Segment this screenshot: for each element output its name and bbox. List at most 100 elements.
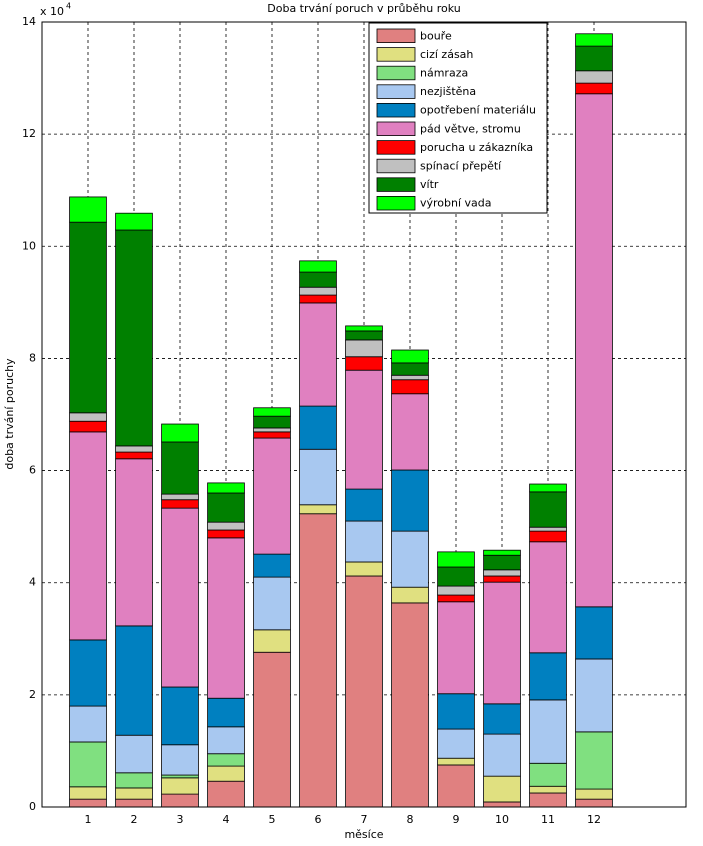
- bar-segment: [345, 561, 383, 577]
- bar-segment: [437, 566, 475, 587]
- y-tick-label: 4: [29, 576, 36, 589]
- bar-segment: [437, 764, 475, 808]
- bar-segment: [391, 362, 429, 376]
- bar-segment: [161, 493, 199, 501]
- y-tick-label: 10: [22, 239, 36, 252]
- bar-segment: [391, 374, 429, 381]
- legend-swatch: [376, 47, 416, 62]
- bar-segment: [391, 530, 429, 588]
- bar-segment: [437, 728, 475, 759]
- legend-swatch: [376, 140, 416, 155]
- legend-label: vítr: [420, 178, 439, 191]
- x-tick-label: 10: [495, 813, 509, 826]
- bar-segment: [115, 734, 153, 774]
- bar-segment: [529, 699, 567, 764]
- bar-segment: [161, 744, 199, 776]
- bar-segment: [299, 286, 337, 296]
- bar-segment: [115, 451, 153, 460]
- bar-segment: [575, 45, 613, 72]
- bar-segment: [529, 483, 567, 493]
- legend-swatch: [376, 195, 416, 211]
- bar-segment: [69, 420, 107, 433]
- x-tick-label: 7: [361, 813, 368, 826]
- bar-segment: [575, 788, 613, 800]
- bar-segment: [345, 488, 383, 522]
- bar-segment: [69, 639, 107, 707]
- bar-segment: [575, 82, 613, 95]
- x-tick-label: 11: [541, 813, 555, 826]
- legend-label: nezjištěna: [420, 85, 476, 98]
- legend-swatch: [376, 84, 416, 99]
- bar-segment: [69, 786, 107, 800]
- legend-swatch: [376, 158, 416, 174]
- bar-segment: [207, 765, 245, 782]
- bar-segment: [115, 445, 153, 453]
- bar-segment: [391, 586, 429, 604]
- bar-segment: [253, 415, 291, 429]
- bar-segment: [575, 93, 613, 608]
- bar-segment: [483, 775, 521, 803]
- bar-segment: [299, 271, 337, 288]
- y-tick-label: 6: [29, 464, 36, 477]
- bar-segment: [69, 705, 107, 743]
- bar-segment: [161, 774, 199, 779]
- bar-segment: [161, 499, 199, 509]
- bar-segment: [345, 356, 383, 371]
- bar-segment: [69, 431, 107, 641]
- bar-segment: [207, 697, 245, 728]
- bar-segment: [575, 70, 613, 84]
- bar-segment: [483, 569, 521, 577]
- legend-swatch: [376, 121, 416, 137]
- bar-segment: [115, 625, 153, 736]
- bar-segment: [575, 731, 613, 790]
- bar-segment: [391, 349, 429, 364]
- bar-segment: [529, 526, 567, 532]
- bar-segment: [437, 551, 475, 568]
- bar-segment: [483, 549, 521, 556]
- legend-swatch: [376, 103, 416, 118]
- bar-segment: [529, 762, 567, 787]
- y-tick-label: 0: [29, 800, 36, 813]
- bar-segment: [207, 726, 245, 755]
- bar-segment: [483, 703, 521, 735]
- bar-segment: [115, 458, 153, 627]
- x-tick-label: 2: [131, 813, 138, 826]
- x-tick-label: 12: [587, 813, 601, 826]
- y-axis-label: doba trvání poruchy: [3, 358, 16, 470]
- bar-segment: [299, 260, 337, 273]
- bar-segment: [391, 379, 429, 395]
- bar-segment: [575, 33, 613, 47]
- y-tick-label: 12: [22, 127, 36, 140]
- x-tick-label: 6: [315, 813, 322, 826]
- bar-segment: [437, 585, 475, 596]
- bar-segment: [483, 733, 521, 777]
- legend-label: porucha u zákazníka: [420, 141, 533, 154]
- bar-segment: [115, 212, 153, 231]
- bar-segment: [299, 302, 337, 407]
- legend-label: cizí zásah: [420, 48, 473, 61]
- bar-segment: [207, 753, 245, 767]
- bar-segment: [253, 407, 291, 417]
- bar-segment: [345, 339, 383, 358]
- bar-segment: [391, 469, 429, 532]
- bar-segment: [391, 393, 429, 471]
- bar-segment: [253, 576, 291, 631]
- bar-segment: [115, 787, 153, 800]
- bar-segment: [253, 651, 291, 808]
- bar-segment: [161, 423, 199, 443]
- bar-segment: [483, 575, 521, 583]
- bar-segment: [575, 606, 613, 660]
- bar-segment: [69, 221, 107, 414]
- bar-segment: [161, 507, 199, 688]
- bar-segment: [161, 777, 199, 795]
- bar-segment: [529, 792, 567, 808]
- bar-segment: [529, 785, 567, 794]
- legend-swatch: [376, 28, 416, 44]
- bar-segment: [437, 693, 475, 730]
- bar-segment: [529, 530, 567, 543]
- bar-segment: [299, 294, 337, 304]
- x-tick-label: 9: [453, 813, 460, 826]
- bar-segment: [299, 504, 337, 515]
- bar-segment: [115, 772, 153, 789]
- bar-segment: [345, 369, 383, 490]
